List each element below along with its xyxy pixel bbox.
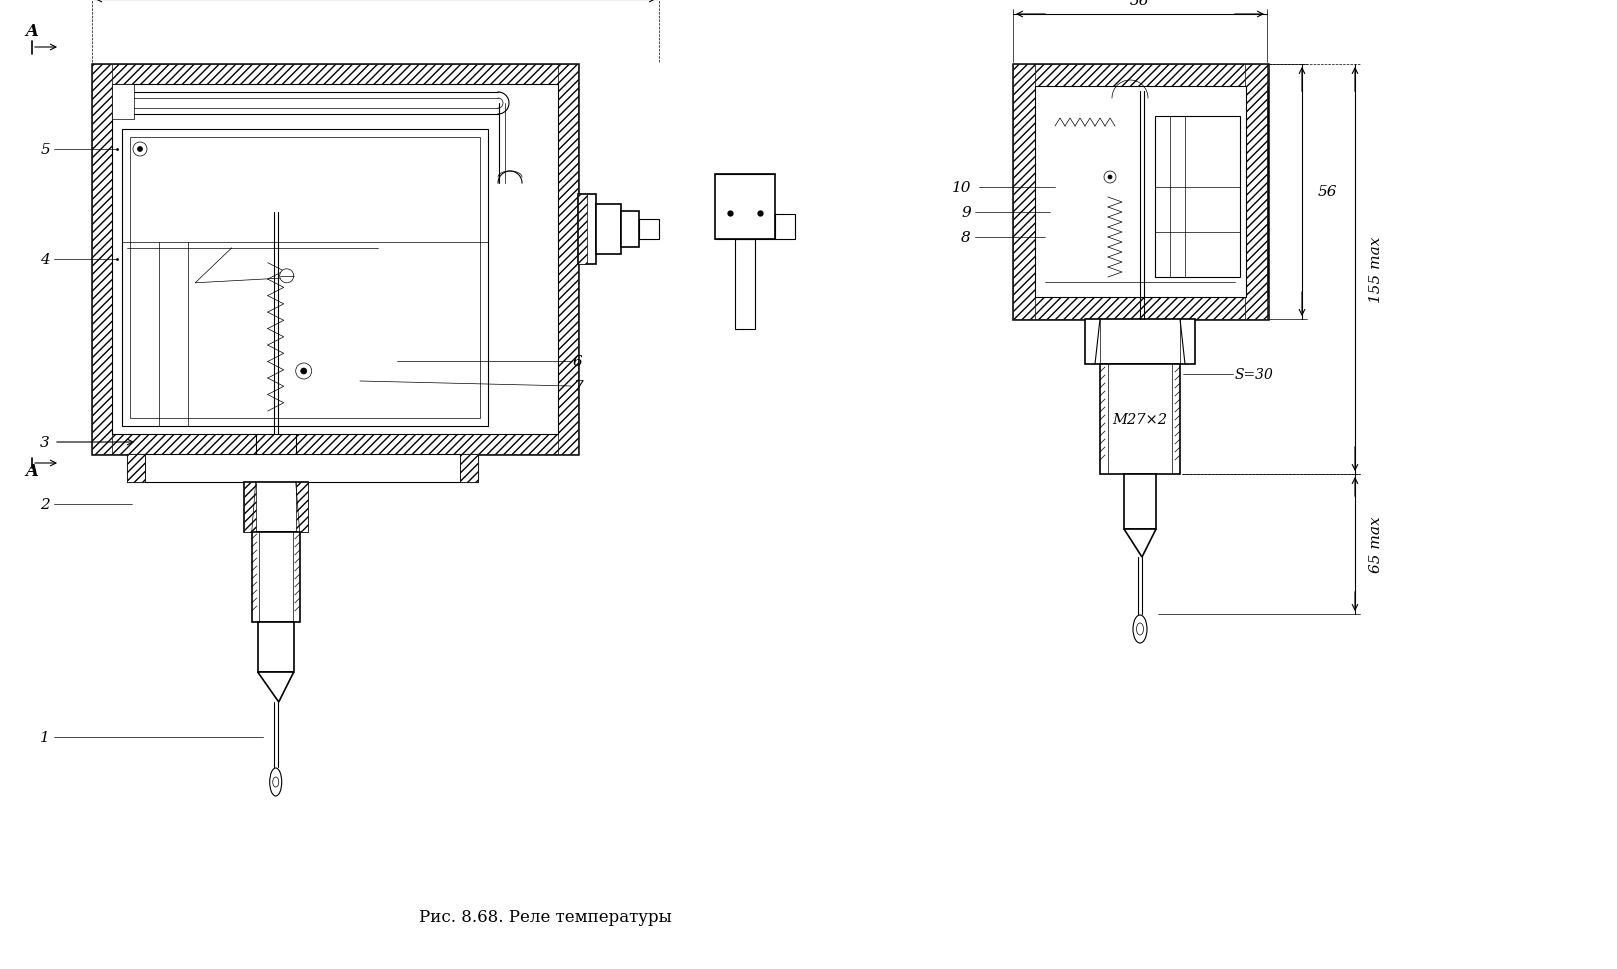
Ellipse shape xyxy=(270,768,281,797)
Bar xyxy=(1100,364,1180,475)
Bar xyxy=(92,65,112,454)
Bar xyxy=(128,454,479,483)
Text: 5: 5 xyxy=(40,142,50,157)
Text: 36: 36 xyxy=(1130,0,1150,8)
Circle shape xyxy=(1104,172,1116,184)
Ellipse shape xyxy=(1137,623,1143,636)
Bar xyxy=(597,204,621,255)
Bar xyxy=(621,212,639,248)
Text: Рис. 8.68. Реле температуры: Рис. 8.68. Реле температуры xyxy=(419,909,671,925)
Bar xyxy=(244,483,307,532)
Text: 7: 7 xyxy=(572,380,582,393)
Bar xyxy=(92,434,577,454)
Text: 2: 2 xyxy=(40,497,50,512)
Bar xyxy=(252,532,299,622)
Bar xyxy=(112,85,558,434)
Text: 56: 56 xyxy=(1318,185,1337,200)
Polygon shape xyxy=(1124,529,1156,557)
Circle shape xyxy=(137,147,142,152)
Bar xyxy=(92,65,577,85)
Circle shape xyxy=(301,368,307,375)
Text: 8: 8 xyxy=(960,231,970,245)
Text: 6: 6 xyxy=(572,355,582,368)
Text: A: A xyxy=(26,463,39,480)
Bar xyxy=(577,195,587,265)
Bar xyxy=(244,483,255,532)
Bar xyxy=(296,483,307,532)
Text: A: A xyxy=(26,23,39,41)
Circle shape xyxy=(1108,175,1112,180)
Bar xyxy=(736,239,755,329)
Bar xyxy=(1085,320,1195,364)
Bar xyxy=(128,454,146,483)
Bar xyxy=(257,622,294,672)
Text: 65 max: 65 max xyxy=(1370,516,1383,573)
Bar xyxy=(639,220,660,239)
Bar xyxy=(112,85,134,120)
Bar xyxy=(1012,297,1268,320)
Text: 155 max: 155 max xyxy=(1370,236,1383,303)
Bar xyxy=(129,138,480,419)
Bar xyxy=(1124,475,1156,529)
Bar xyxy=(1155,117,1240,278)
Bar xyxy=(577,195,597,265)
Bar xyxy=(92,65,577,454)
Text: 9: 9 xyxy=(960,205,970,220)
Circle shape xyxy=(280,269,294,284)
Text: 1: 1 xyxy=(40,731,50,744)
Bar xyxy=(1245,65,1268,320)
Text: M27×2: M27×2 xyxy=(1112,413,1167,426)
Bar xyxy=(121,130,488,426)
Circle shape xyxy=(133,142,147,157)
Bar xyxy=(1012,65,1035,320)
Bar xyxy=(459,454,479,483)
Polygon shape xyxy=(257,672,294,703)
Text: S=30: S=30 xyxy=(1235,367,1274,382)
Bar xyxy=(1012,65,1268,87)
Text: 4: 4 xyxy=(40,253,50,266)
Text: 3: 3 xyxy=(40,435,50,450)
Bar xyxy=(775,215,796,239)
Bar xyxy=(558,65,577,454)
Bar xyxy=(1012,65,1268,320)
Ellipse shape xyxy=(1134,615,1146,643)
Bar xyxy=(1035,87,1247,297)
Text: 10: 10 xyxy=(951,181,970,195)
Ellipse shape xyxy=(273,777,278,787)
Circle shape xyxy=(296,363,312,380)
Bar xyxy=(715,174,775,239)
